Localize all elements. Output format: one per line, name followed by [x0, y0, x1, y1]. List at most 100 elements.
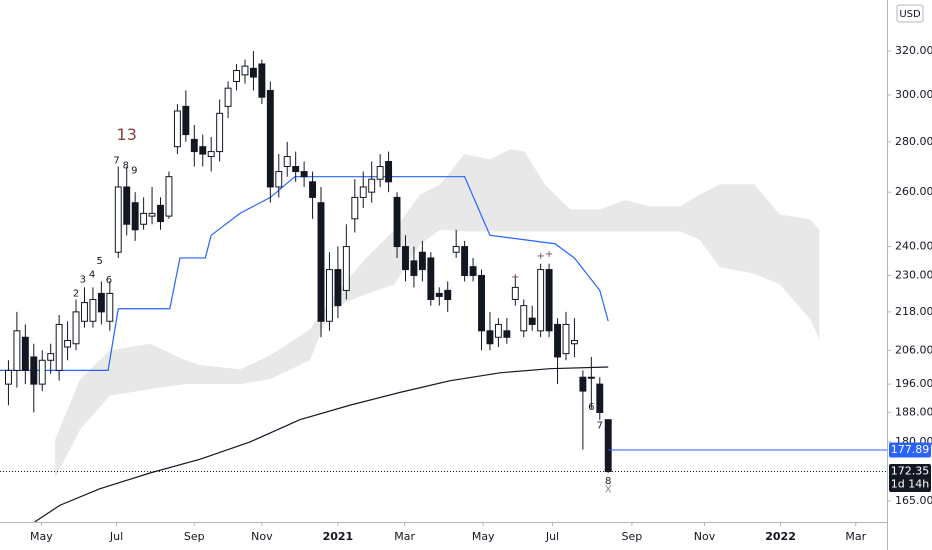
candle-body [97, 292, 105, 313]
y-tick-label: 280.00 [895, 135, 932, 148]
candle-body [528, 317, 536, 325]
candle-body [376, 166, 384, 180]
indicator-line [34, 366, 609, 522]
x-tick-label: 2022 [765, 530, 796, 543]
x-tick-label: Sep [622, 530, 643, 543]
countdown: 1d 14h [891, 477, 929, 490]
candle-body [587, 376, 595, 379]
price-label-box [889, 442, 931, 458]
candle-body [182, 105, 190, 136]
y-tick-label: 320.00 [895, 44, 932, 57]
indicator-line [0, 176, 609, 372]
candle-body [140, 212, 148, 225]
candle-body [469, 266, 477, 276]
candle-body [148, 212, 156, 217]
candle-body [452, 246, 460, 253]
candle-body [21, 336, 29, 371]
candle-body [131, 202, 139, 231]
candle-body [596, 383, 604, 413]
candle-body [13, 330, 21, 371]
candle-body [224, 87, 232, 107]
x-tick-label: Nov [694, 530, 716, 543]
annotation: 8 [123, 160, 129, 171]
candle-body [444, 289, 452, 301]
candle-body [199, 146, 207, 155]
y-tick-label: 196.00 [895, 377, 932, 390]
candle-body [604, 419, 612, 472]
candle-body [486, 330, 494, 345]
annotation: + [536, 251, 544, 262]
candle-body [292, 166, 300, 173]
annotation: 3 [80, 274, 86, 285]
cloud [54, 149, 820, 479]
candle-body [537, 269, 545, 332]
candle-body [554, 323, 561, 358]
candle-body [30, 356, 38, 385]
annotation: 6 [106, 275, 112, 286]
candle-body [266, 89, 274, 188]
x-tick-label: Jul [545, 530, 559, 543]
candle-body [207, 151, 215, 158]
candle-body [47, 353, 55, 361]
currency-box[interactable] [896, 4, 924, 23]
candle-body [427, 257, 435, 301]
candle-body [579, 376, 587, 392]
candle-body [334, 269, 342, 307]
annotation: 5 [96, 256, 102, 267]
x-tick-label: May [30, 530, 53, 543]
annotation: 7 [113, 155, 119, 166]
candle-body [435, 292, 443, 297]
candle-body [385, 161, 393, 183]
annotation: 7 [597, 421, 603, 432]
candle-body [283, 156, 291, 168]
candle-body [89, 299, 97, 322]
price-label: 172.35 [891, 464, 930, 477]
candle-body [4, 369, 12, 385]
x-tick-label: May [472, 530, 495, 543]
candle-body [342, 246, 350, 291]
y-tick-label: 206.00 [895, 343, 932, 356]
price-label-box [889, 463, 931, 492]
candle-body [511, 286, 519, 301]
candle-body [418, 251, 426, 271]
candle-body [157, 204, 164, 223]
candle-body [503, 330, 511, 338]
annotation: 13 [117, 125, 137, 144]
candle-body [114, 186, 122, 253]
y-tick-label: 188.00 [895, 405, 932, 418]
candle-body [81, 302, 88, 322]
candle-body [309, 181, 317, 198]
y-tick-label: 260.00 [895, 185, 932, 198]
y-tick-label: 165.00 [895, 494, 932, 507]
y-tick-label: 300.00 [895, 88, 932, 101]
candle-body [402, 246, 409, 271]
candle-body [123, 186, 131, 225]
y-tick-label: 218.00 [895, 305, 932, 318]
candle-body [545, 269, 553, 332]
candle-body [393, 196, 401, 248]
candle-body [106, 292, 114, 322]
annotation: 2 [73, 288, 79, 299]
candle-body [326, 269, 333, 322]
x-tick-label: Mar [394, 530, 415, 543]
x-tick-label: Nov [251, 530, 273, 543]
x-tick-label: Mar [845, 530, 866, 543]
annotation: + [545, 249, 553, 260]
candle-body [64, 340, 72, 348]
y-tick-label: 230.00 [895, 268, 932, 281]
annotation: 4 [89, 270, 95, 281]
candle-body [368, 178, 376, 193]
candle-body [38, 359, 46, 385]
candle-body [478, 274, 485, 332]
candle-body [275, 171, 283, 188]
x-tick-label: Sep [184, 530, 205, 543]
currency: USD [899, 9, 921, 20]
candle-body [249, 67, 257, 78]
candle-body [410, 260, 418, 276]
candle-body [351, 196, 359, 220]
candle-body [258, 63, 266, 98]
candle-body [570, 340, 578, 345]
candle-body [241, 65, 249, 76]
annotation: + [511, 272, 519, 283]
